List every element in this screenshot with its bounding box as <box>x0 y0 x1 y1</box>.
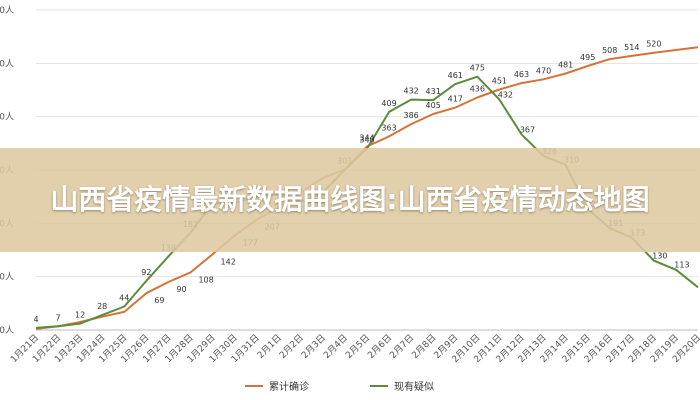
data-label: 69 <box>154 296 164 305</box>
data-label: 92 <box>141 268 151 277</box>
data-label: 463 <box>514 70 529 79</box>
data-label: 409 <box>381 99 396 108</box>
y-tick-label: 600人 <box>0 5 14 16</box>
data-label: 363 <box>381 123 396 132</box>
y-tick-label: 400人 <box>0 112 14 123</box>
series-line-0 <box>35 46 699 330</box>
title-banner: 山西省疫情最新数据曲线图:山西省疫情动态地图 <box>0 148 700 252</box>
y-tick-label: 100人 <box>0 272 14 283</box>
data-label: 495 <box>580 53 595 62</box>
data-label: 470 <box>536 66 551 75</box>
data-label: 436 <box>470 84 485 93</box>
data-label: 508 <box>602 46 617 55</box>
data-label: 432 <box>498 91 513 100</box>
data-label: 12 <box>75 311 85 320</box>
data-label: 520 <box>646 40 661 49</box>
data-label: 4 <box>33 315 38 324</box>
data-label: 108 <box>198 275 213 284</box>
data-label: 113 <box>674 261 689 270</box>
y-tick-label: 500人 <box>0 58 14 69</box>
legend: 累计确诊 现有疑似 <box>245 380 434 393</box>
data-label: 7 <box>56 313 61 322</box>
data-label: 386 <box>403 111 418 120</box>
data-label: 340 <box>359 136 374 145</box>
data-label: 432 <box>403 87 418 96</box>
data-label: 431 <box>426 87 441 96</box>
data-label: 405 <box>426 101 441 110</box>
data-label: 417 <box>448 95 463 104</box>
page-title: 山西省疫情最新数据曲线图:山西省疫情动态地图 <box>50 183 650 216</box>
data-label: 451 <box>492 76 507 85</box>
data-label: 28 <box>97 302 107 311</box>
legend-label: 累计确诊 <box>269 380 309 393</box>
x-axis: 1月21日1月22日1月23日1月24日1月25日1月26日1月27日1月28日… <box>8 329 700 365</box>
data-label: 481 <box>558 60 573 69</box>
data-label: 514 <box>624 43 639 52</box>
data-label: 367 <box>520 125 535 134</box>
data-label: 90 <box>176 285 186 294</box>
data-label: 344 <box>359 134 374 143</box>
y-tick-label: 0人 <box>0 325 14 336</box>
data-label: 142 <box>221 257 236 266</box>
data-label: 130 <box>652 252 667 261</box>
data-label: 44 <box>119 294 129 303</box>
legend-label: 现有疑似 <box>394 380 434 393</box>
data-label: 475 <box>470 64 485 73</box>
data-label: 461 <box>448 71 463 80</box>
